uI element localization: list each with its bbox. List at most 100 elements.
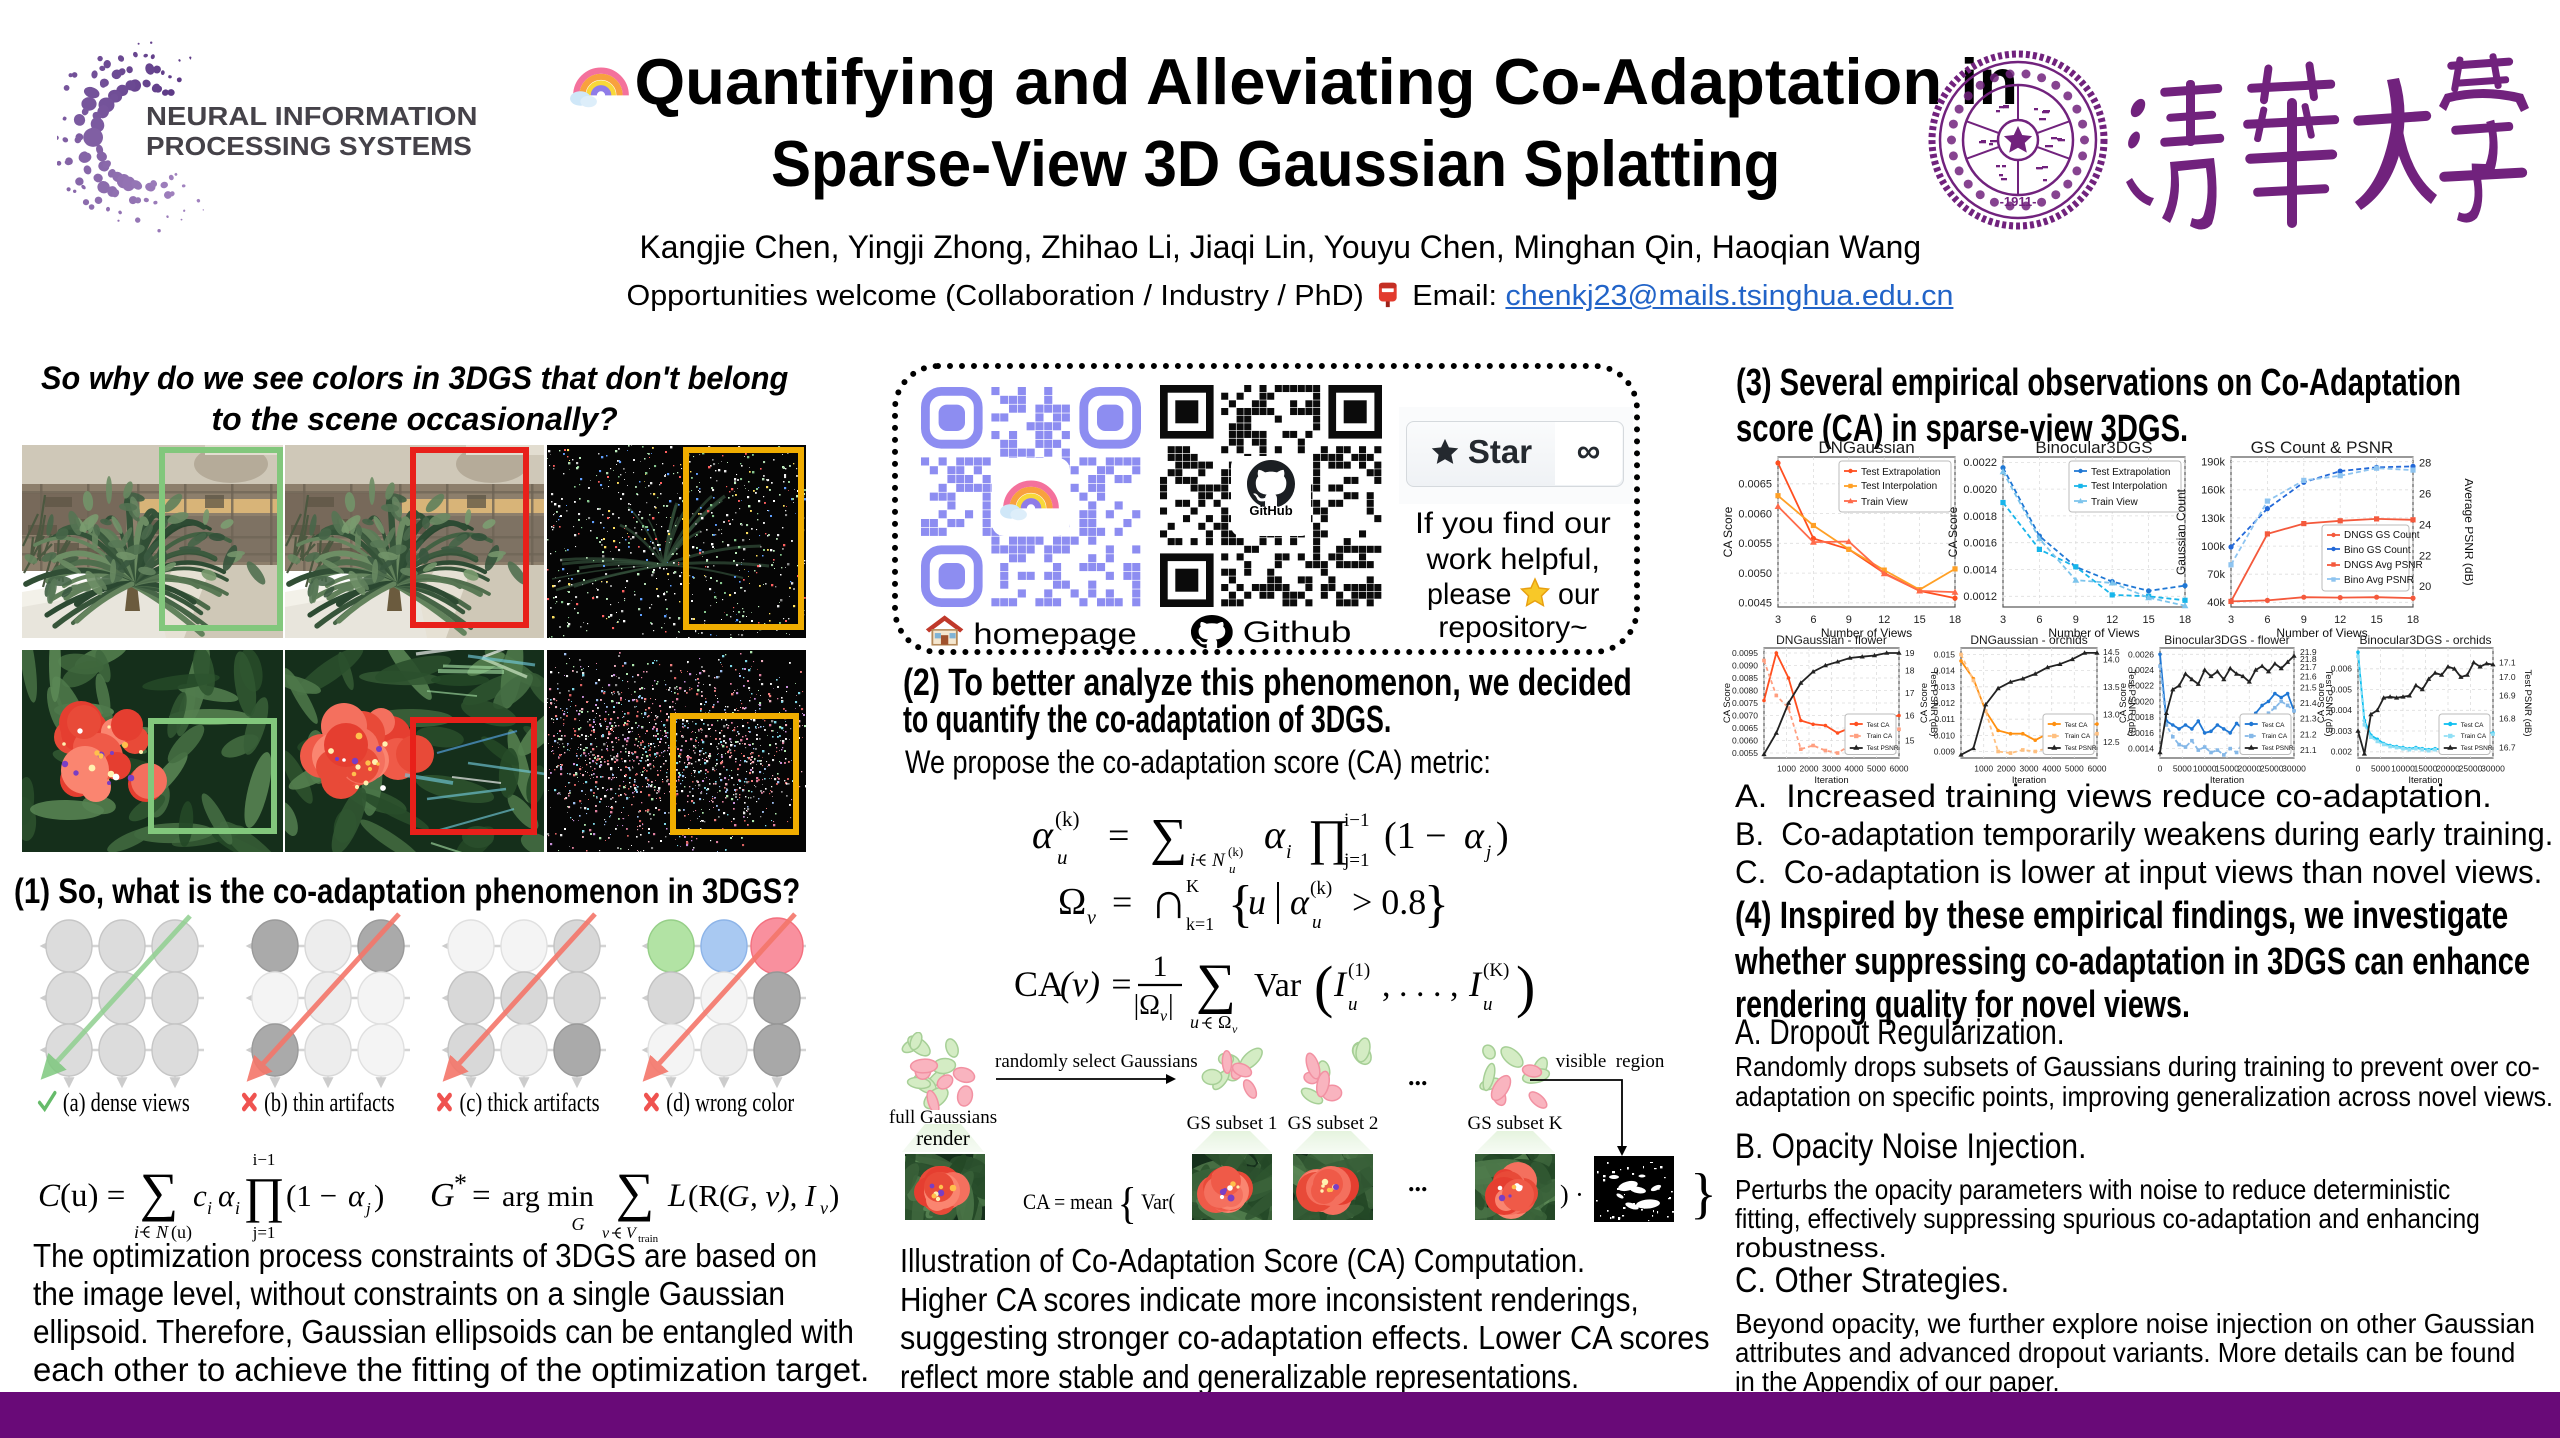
svg-text:4000: 4000 — [1845, 764, 1864, 774]
svg-text:30000: 30000 — [2282, 764, 2306, 774]
svg-text:j: j — [364, 1199, 371, 1218]
svg-text:0.006: 0.006 — [2331, 664, 2353, 674]
svg-text:0.0018: 0.0018 — [2128, 712, 2154, 722]
svg-text:i: i — [207, 1198, 212, 1218]
svg-text:G: G — [727, 1178, 749, 1213]
svg-text:i: i — [1190, 850, 1195, 871]
svg-text:0.0090: 0.0090 — [1732, 661, 1758, 671]
svg-text:Test CA: Test CA — [2262, 722, 2285, 729]
svg-text:|: | — [1168, 990, 1174, 1021]
svg-text:Test PSNR (dB): Test PSNR (dB) — [2126, 669, 2137, 736]
svg-text:Iteration: Iteration — [1814, 775, 1848, 786]
svg-text:1: 1 — [1153, 950, 1168, 983]
svg-text:i: i — [1286, 841, 1292, 863]
svg-text:K: K — [1186, 876, 1199, 896]
svg-text:> 0.8: > 0.8 — [1352, 882, 1426, 922]
svg-text:18: 18 — [2407, 614, 2419, 626]
svg-text:6000: 6000 — [2088, 764, 2107, 774]
svg-text:18: 18 — [2179, 614, 2191, 626]
svg-text:16.7: 16.7 — [2499, 743, 2516, 753]
svg-text:0.004: 0.004 — [2331, 705, 2353, 715]
svg-text:u: u — [1483, 994, 1493, 1015]
svg-text:0.0012: 0.0012 — [1963, 591, 1997, 603]
svg-text:Test CA: Test CA — [1867, 722, 1890, 729]
svg-text:0.0055: 0.0055 — [1732, 748, 1758, 758]
svg-text:0.011: 0.011 — [1934, 714, 1955, 724]
svg-text:6: 6 — [2036, 614, 2042, 626]
svg-text:Average PSNR (dB): Average PSNR (dB) — [2462, 478, 2473, 585]
svg-text:GS Count & PSNR: GS Count & PSNR — [2251, 438, 2394, 457]
svg-text:Test PSNR: Test PSNR — [2262, 745, 2294, 752]
svg-text:26: 26 — [2419, 488, 2431, 500]
svg-text:(1 −: (1 − — [286, 1178, 337, 1213]
svg-text:Iteration: Iteration — [2210, 775, 2244, 786]
svg-text:13.5: 13.5 — [2103, 682, 2120, 692]
svg-text:v: v — [1087, 907, 1096, 929]
svg-text:N: N — [155, 1222, 169, 1242]
svg-text:Iteration: Iteration — [2012, 775, 2046, 786]
svg-text:30000: 30000 — [2481, 764, 2505, 774]
svg-text:α: α — [1264, 812, 1286, 857]
svg-text:20000: 20000 — [2436, 764, 2460, 774]
svg-text:(k): (k) — [1055, 807, 1080, 831]
svg-text:u: u — [1057, 845, 1068, 869]
svg-text:21.1: 21.1 — [2300, 745, 2317, 755]
svg-text:k=1: k=1 — [1186, 914, 1214, 934]
svg-text:∑: ∑ — [616, 1162, 655, 1222]
svg-text:12: 12 — [2106, 614, 2118, 626]
svg-text:0.0065: 0.0065 — [1732, 723, 1758, 733]
svg-text:0.0060: 0.0060 — [1738, 508, 1772, 520]
svg-text:, . . . ,: , . . . , — [1382, 967, 1459, 1004]
svg-text:(K): (K) — [1483, 960, 1509, 981]
svg-text:Train CA: Train CA — [2461, 733, 2487, 740]
svg-text:6: 6 — [1810, 614, 1816, 626]
svg-text:arg min: arg min — [502, 1180, 594, 1213]
svg-text:16.9: 16.9 — [2499, 691, 2516, 701]
svg-text:L: L — [667, 1178, 686, 1214]
svg-text:0.0014: 0.0014 — [1963, 564, 1997, 576]
svg-text:(R(: (R( — [688, 1178, 729, 1213]
svg-text:Ω: Ω — [1058, 881, 1086, 923]
svg-text:0.0026: 0.0026 — [2128, 649, 2154, 659]
svg-text:160k: 160k — [2201, 485, 2225, 497]
svg-text:=: = — [1108, 815, 1129, 857]
svg-text:17: 17 — [1905, 688, 1915, 698]
svg-text:0.0020: 0.0020 — [1963, 484, 1997, 496]
svg-text:190k: 190k — [2201, 457, 2225, 469]
svg-text:∑: ∑ — [1196, 953, 1236, 1015]
svg-text:15: 15 — [1913, 614, 1925, 626]
svg-text:(u): (u) — [171, 1222, 192, 1242]
svg-text:16.8: 16.8 — [2499, 714, 2516, 724]
svg-text:Bino GS Count: Bino GS Count — [2344, 545, 2411, 556]
svg-text:(v) =: (v) = — [1060, 964, 1133, 1004]
svg-text:u: u — [1312, 912, 1322, 933]
svg-text:α: α — [1032, 812, 1054, 857]
svg-text:12.5: 12.5 — [2103, 737, 2120, 747]
svg-text:i−1: i−1 — [253, 1150, 276, 1169]
svg-text:5000: 5000 — [1867, 764, 1886, 774]
svg-text:15: 15 — [1905, 736, 1915, 746]
svg-text:0.0016: 0.0016 — [1963, 538, 1997, 550]
svg-text:18: 18 — [1949, 614, 1961, 626]
svg-text:V: V — [626, 1225, 638, 1242]
svg-text:0.0080: 0.0080 — [1732, 686, 1758, 696]
svg-text:0.0075: 0.0075 — [1732, 698, 1758, 708]
svg-text:DNGaussian - flower: DNGaussian - flower — [1776, 633, 1887, 647]
svg-text:24: 24 — [2419, 519, 2431, 531]
svg-text:): ) — [374, 1178, 384, 1213]
svg-text:5000: 5000 — [2371, 764, 2390, 774]
svg-text:Gaussian Count: Gaussian Count — [2174, 488, 2188, 575]
svg-text:9: 9 — [1846, 614, 1852, 626]
svg-text:Train View: Train View — [1861, 497, 1908, 508]
svg-text:21.7: 21.7 — [2300, 662, 2317, 672]
svg-text:N: N — [1211, 850, 1226, 871]
svg-text:21.6: 21.6 — [2300, 671, 2317, 681]
svg-text:1000: 1000 — [1974, 764, 1993, 774]
svg-text:28: 28 — [2419, 458, 2431, 470]
svg-text:Test CA: Test CA — [2065, 722, 2088, 729]
svg-text:u: u — [1229, 861, 1236, 876]
svg-text:u: u — [1190, 1012, 1199, 1032]
svg-text:0.0045: 0.0045 — [1738, 598, 1772, 610]
svg-text:18: 18 — [1905, 666, 1915, 676]
svg-text:9: 9 — [2301, 614, 2307, 626]
